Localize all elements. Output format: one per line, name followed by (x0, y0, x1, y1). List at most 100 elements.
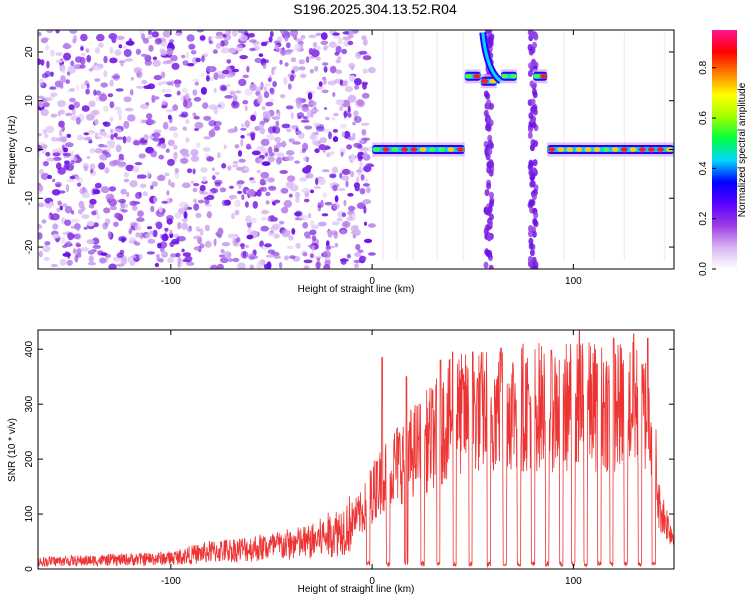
spectrogram-noise-blob (363, 206, 367, 214)
spectrogram-broadband-blob (487, 233, 493, 241)
spectrogram-peak (373, 147, 381, 152)
spectrogram-noise-blob (169, 229, 173, 235)
spectrogram-noise-blob (219, 84, 228, 92)
spectrogram-noise-blob (232, 242, 241, 247)
spectrogram-noise-blob (323, 66, 328, 73)
spectrogram-noise-blob (273, 147, 280, 153)
spectrogram-noise-blob (75, 175, 80, 181)
spectrogram-broadband-blob (485, 153, 491, 161)
spectrogram-noise-blob (70, 218, 80, 223)
spectrogram-broadband-blob (531, 230, 537, 238)
spectrogram-noise-blob (135, 191, 142, 200)
spectrogram-noise-blob (115, 136, 125, 140)
spectrogram-noise-blob (57, 100, 66, 108)
spectrogram-noise-blob (318, 81, 323, 88)
spectrogram-noise-blob (348, 62, 356, 69)
spectrogram-noise-blob (362, 68, 368, 74)
spectrogram-noise-blob (350, 225, 359, 233)
spectrogram-noise-blob (250, 179, 257, 184)
spectrogram-noise-blob (93, 222, 99, 228)
colorbar-tick-label: 0.0 (698, 262, 709, 276)
spectrogram-noise-blob (38, 133, 43, 137)
spectrogram-noise-blob (71, 108, 76, 116)
spectrogram-noise-blob (72, 248, 77, 255)
spectrogram-noise-blob (117, 162, 126, 168)
spectrogram-noise-blob (167, 159, 175, 166)
spectrogram-noise-blob (150, 150, 158, 158)
spectrogram-noise-blob (94, 118, 99, 126)
spectrogram-noise-blob (216, 43, 221, 49)
spectrogram-noise-blob (181, 248, 185, 253)
y-tick-label: -10 (24, 191, 35, 206)
spectrogram-noise-blob (351, 212, 357, 221)
y-tick-label: 10 (24, 95, 35, 107)
spectrogram-noise-blob (212, 49, 218, 54)
spectrogram-noise-blob (286, 42, 291, 49)
spectrogram-noise-blob (320, 32, 328, 40)
spectrogram-noise-blob (161, 200, 169, 204)
spectrogram-noise-blob (356, 99, 364, 106)
spectrogram-noise-blob (85, 48, 90, 53)
spectrogram-broadband-blob (527, 44, 533, 51)
spectrogram-noise-blob (49, 86, 57, 90)
spectrogram-noise-blob (268, 185, 277, 191)
spectrogram-noise-blob (197, 199, 205, 204)
spectrogram-noise-blob (363, 221, 368, 226)
spectrogram-noise-blob (325, 116, 330, 121)
spectrogram-noise-blob (123, 172, 130, 178)
spectrogram-noise-blob (276, 157, 282, 165)
spectrogram-noise-blob (165, 89, 172, 93)
spectrogram-noise-blob (345, 180, 349, 188)
spectrogram-noise-blob (92, 189, 101, 195)
spectrogram-noise-blob (65, 79, 70, 84)
spectrogram-broadband-blob (483, 109, 489, 117)
spectrogram-noise-blob (145, 233, 154, 240)
spectrogram-noise-blob (201, 55, 205, 63)
spectrogram-noise-blob (362, 82, 367, 90)
spectrogram-noise-blob (142, 191, 148, 197)
spectrogram-noise-blob (318, 181, 326, 185)
spectrogram-noise-blob (306, 109, 312, 118)
spectrogram-noise-blob (174, 171, 180, 179)
spectrogram-noise-blob (187, 168, 193, 174)
spectrogram-noise-blob (152, 59, 161, 67)
spectrogram-noise-blob (60, 75, 66, 83)
spectrogram-noise-blob (43, 97, 52, 102)
spectrogram-noise-blob (324, 201, 333, 206)
spectrogram-noise-blob (55, 59, 63, 64)
spectrogram-noise-blob (287, 175, 296, 183)
spectrogram-broadband-blob (532, 159, 538, 167)
spectrogram-noise-blob (250, 114, 256, 122)
spectrogram-noise-blob (222, 69, 230, 75)
spectrogram-noise-blob (204, 203, 212, 207)
spectrogram-noise-blob (229, 65, 235, 70)
spectrogram-noise-blob (303, 198, 310, 203)
spectrogram-noise-blob (301, 104, 310, 112)
spectrogram-noise-blob (341, 48, 348, 55)
spectrogram-noise-blob (59, 85, 64, 89)
spectrogram-noise-blob (88, 255, 94, 263)
spectrogram-noise-blob (339, 79, 343, 86)
spectrogram-noise-blob (182, 126, 188, 131)
spectrogram-noise-blob (50, 113, 58, 118)
spectrogram-noise-blob (290, 112, 294, 120)
spectrogram-noise-blob (280, 187, 289, 194)
spectrogram-broadband-blob (487, 219, 493, 227)
spectrogram-noise-blob (254, 126, 260, 131)
spectrogram-noise-blob (244, 201, 249, 208)
spectrogram-noise-blob (155, 221, 163, 230)
spectrogram-noise-blob (298, 59, 305, 65)
spectrogram-noise-blob (181, 182, 191, 189)
spectrogram-noise-blob (69, 156, 78, 162)
spectrogram-noise-blob (193, 246, 202, 251)
spectrogram-noise-blob (113, 132, 118, 138)
x-tick-label: 0 (369, 576, 375, 587)
spectrogram-noise-blob (340, 151, 344, 157)
spectrogram-broadband-blob (486, 209, 492, 216)
spectrogram-noise-blob (252, 201, 258, 209)
spectrogram-noise-blob (343, 110, 349, 117)
spectrogram-noise-blob (43, 102, 50, 108)
spectrogram-noise-blob (220, 47, 230, 54)
spectrogram-noise-blob (307, 92, 313, 100)
spectrogram-noise-blob (229, 185, 234, 189)
